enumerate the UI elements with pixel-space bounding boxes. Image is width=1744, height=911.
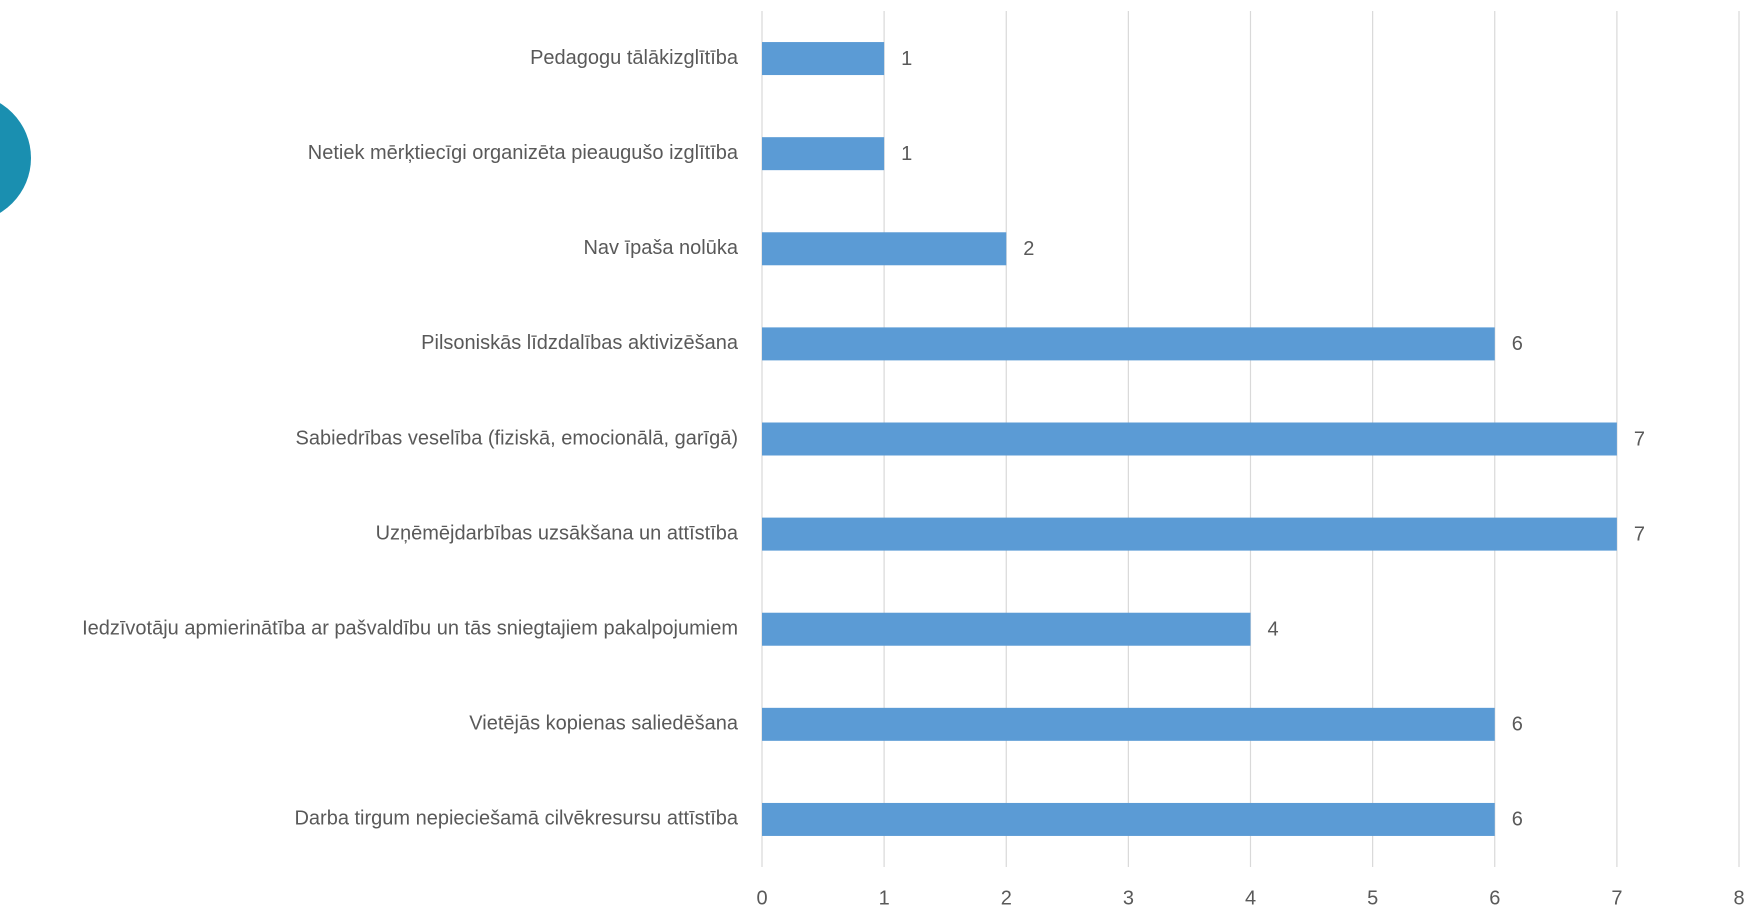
x-tick-label: 3 [1123,887,1134,909]
y-tick-label: Iedzīvotāju apmierinātība ar pašvaldību … [82,618,738,640]
y-tick-label: Uzņēmējdarbības uzsākšana un attīstība [376,522,739,544]
y-tick-label: Netiek mērķtiecīgi organizēta pieaugušo … [308,142,739,164]
x-tick-label: 1 [879,887,890,909]
y-tick-label: Vietējās kopienas saliedēšana [469,713,739,735]
data-label: 7 [1634,428,1645,450]
x-tick-label: 7 [1611,887,1622,909]
data-label: 6 [1512,333,1523,355]
bar [762,422,1617,456]
y-tick-label: Darba tirgum nepieciešamā cilvēkresursu … [294,808,738,830]
x-tick-label: 0 [756,887,767,909]
data-label: 1 [901,143,912,165]
bar [762,232,1007,266]
x-tick-label: 5 [1367,887,1378,909]
y-tick-label: Pilsoniskās līdzdalības aktivizēšana [421,332,739,354]
bar [762,42,885,76]
bar [762,707,1495,741]
data-label: 7 [1634,523,1645,545]
bar [762,802,1495,836]
x-tick-label: 8 [1733,887,1744,909]
x-tick-label: 2 [1001,887,1012,909]
data-label: 1 [901,48,912,70]
y-tick-label: Nav īpaša nolūka [583,237,738,259]
data-label: 4 [1268,619,1279,641]
data-label: 6 [1512,809,1523,831]
y-tick-label: Pedagogu tālākizglītība [530,47,739,69]
data-label: 6 [1512,714,1523,736]
bar [762,612,1251,646]
bar [762,137,885,171]
bar [762,327,1495,361]
x-tick-label: 6 [1489,887,1500,909]
data-label: 2 [1023,238,1034,260]
decorative-circle [0,103,31,213]
bar [762,517,1617,551]
y-tick-label: Sabiedrības veselība (fiziskā, emocionāl… [296,427,738,449]
x-tick-label: 4 [1245,887,1256,909]
